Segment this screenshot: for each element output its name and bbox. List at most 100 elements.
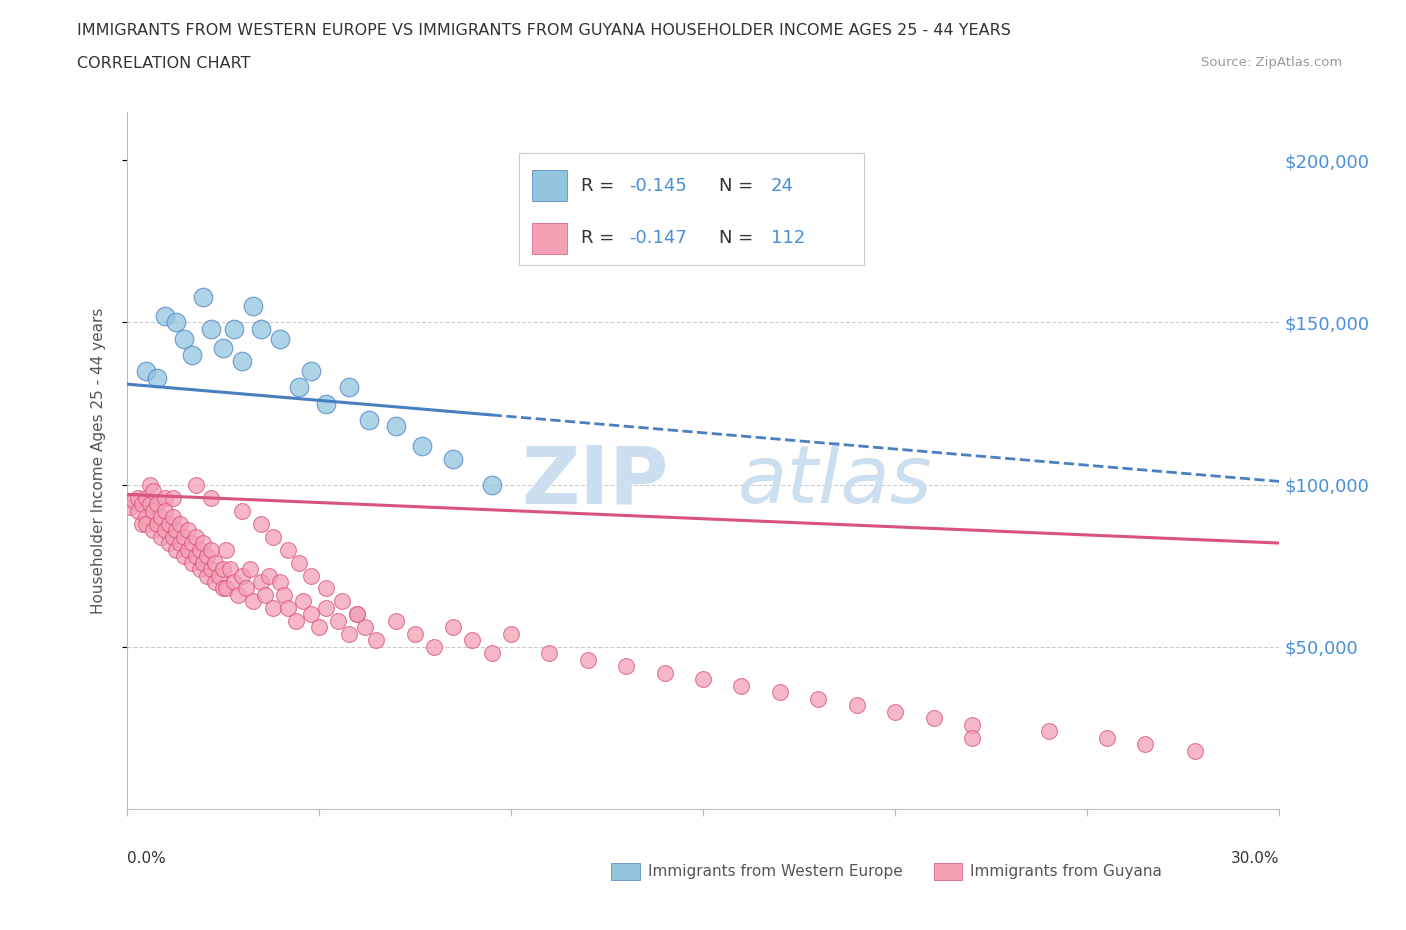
Point (173, 331, 195, 346)
Point (411, 438, 433, 453)
Point (423, 640, 446, 655)
Point (188, 562, 211, 577)
Text: Immigrants from Guyana: Immigrants from Guyana (970, 864, 1163, 880)
Point (269, 575, 291, 590)
Point (384, 418, 406, 433)
Point (1038, 724, 1060, 738)
Point (122, 494, 145, 509)
Point (769, 684, 792, 699)
Point (146, 516, 169, 531)
Point (654, 665, 676, 680)
Text: atlas: atlas (738, 443, 932, 520)
Point (219, 562, 242, 577)
Point (135, 516, 157, 531)
Text: Source: ZipAtlas.com: Source: ZipAtlas.com (1202, 56, 1343, 69)
Point (153, 309, 176, 324)
Point (262, 529, 284, 544)
Point (326, 614, 349, 629)
Point (162, 529, 184, 544)
Point (188, 542, 211, 557)
Point (211, 341, 233, 356)
Point (384, 614, 406, 629)
Point (1095, 730, 1118, 745)
Point (730, 678, 752, 693)
Point (142, 484, 165, 498)
Point (208, 568, 231, 583)
Point (211, 581, 233, 596)
Point (157, 516, 180, 531)
Point (135, 510, 157, 525)
Point (169, 536, 191, 551)
Point (288, 380, 311, 395)
Point (135, 364, 157, 379)
Point (173, 549, 195, 564)
Point (184, 529, 207, 544)
Point (538, 646, 561, 661)
Point (142, 523, 165, 538)
Point (127, 490, 149, 505)
Point (299, 364, 322, 379)
Point (120, 500, 142, 515)
Point (315, 601, 337, 616)
Point (235, 581, 257, 596)
Point (226, 588, 249, 603)
Point (180, 348, 202, 363)
Point (262, 601, 284, 616)
Point (142, 503, 165, 518)
Point (1184, 743, 1206, 758)
Point (315, 581, 337, 596)
Point (339, 380, 361, 395)
Point (800, 234, 823, 249)
Point (292, 594, 315, 609)
Point (299, 607, 322, 622)
Point (195, 568, 218, 583)
Point (366, 633, 388, 648)
Point (153, 503, 176, 518)
Text: Immigrants from Western Europe: Immigrants from Western Europe (648, 864, 903, 880)
Point (146, 370, 169, 385)
Point (150, 529, 173, 544)
Point (277, 601, 299, 616)
Point (250, 322, 273, 337)
Point (441, 451, 464, 466)
Point (231, 354, 253, 369)
Point (177, 523, 200, 538)
Point (250, 575, 273, 590)
Point (138, 477, 160, 492)
Point (173, 529, 195, 544)
Point (131, 497, 153, 512)
Point (135, 490, 157, 505)
Point (339, 627, 361, 642)
Point (200, 322, 222, 337)
Bar (934, 863, 962, 880)
Point (499, 627, 522, 642)
Point (204, 575, 226, 590)
Point (346, 607, 368, 622)
Point (162, 490, 184, 505)
Y-axis label: Householder Income Ages 25 - 44 years: Householder Income Ages 25 - 44 years (91, 307, 105, 614)
Point (242, 299, 264, 313)
Point (884, 704, 907, 719)
Point (346, 607, 368, 622)
Point (288, 555, 311, 570)
Point (922, 711, 945, 725)
Point (960, 717, 983, 732)
Point (576, 653, 599, 668)
Point (138, 497, 160, 512)
Point (330, 594, 353, 609)
Point (153, 490, 176, 505)
Point (692, 671, 714, 686)
Point (200, 542, 222, 557)
Point (166, 542, 188, 557)
Point (180, 555, 202, 570)
Point (238, 562, 260, 577)
Point (215, 581, 238, 596)
Point (215, 542, 238, 557)
Point (184, 477, 207, 492)
Point (845, 698, 868, 712)
Point (193, 536, 215, 551)
Point (284, 614, 307, 629)
Text: IMMIGRANTS FROM WESTERN EUROPE VS IMMIGRANTS FROM GUYANA HOUSEHOLDER INCOME AGES: IMMIGRANTS FROM WESTERN EUROPE VS IMMIGR… (77, 23, 1011, 38)
Text: 30.0%: 30.0% (1232, 851, 1279, 866)
Point (146, 497, 169, 512)
